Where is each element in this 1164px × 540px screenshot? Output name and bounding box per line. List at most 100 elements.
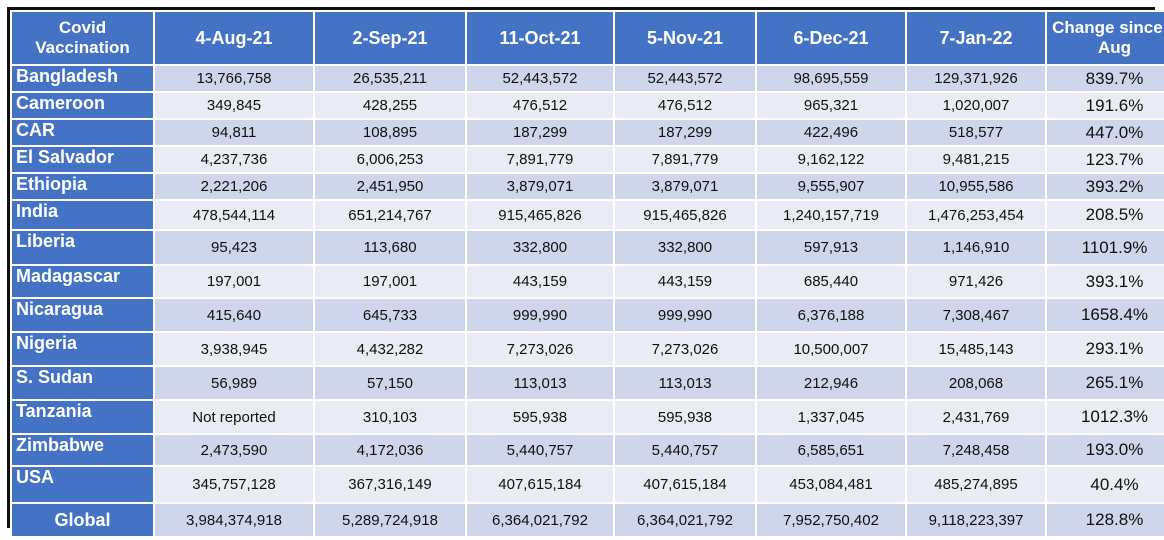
change-cell: 208.5% bbox=[1045, 199, 1164, 231]
value-cell: 4,237,736 bbox=[153, 145, 315, 174]
value-cell: 26,535,211 bbox=[313, 64, 467, 93]
value-cell: 113,013 bbox=[465, 365, 615, 401]
value-cell: 5,440,757 bbox=[613, 433, 757, 467]
column-header: 7-Jan-22 bbox=[905, 10, 1047, 66]
value-cell: 485,274,895 bbox=[905, 465, 1047, 504]
country-cell: Madagascar bbox=[10, 264, 155, 299]
value-cell: 6,585,651 bbox=[755, 433, 907, 467]
value-cell: 57,150 bbox=[313, 365, 467, 401]
value-cell: 113,680 bbox=[313, 229, 467, 266]
country-cell: Zimbabwe bbox=[10, 433, 155, 467]
value-cell: 965,321 bbox=[755, 91, 907, 120]
value-cell: 7,308,467 bbox=[905, 297, 1047, 333]
value-cell: 13,766,758 bbox=[153, 64, 315, 93]
change-cell: 447.0% bbox=[1045, 118, 1164, 147]
value-cell: 9,555,907 bbox=[755, 172, 907, 201]
value-cell: 651,214,767 bbox=[313, 199, 467, 231]
table-row: USA 345,757,128 367,316,149 407,615,184 … bbox=[10, 465, 1164, 504]
value-cell: 3,984,374,918 bbox=[153, 502, 315, 538]
value-cell: 2,473,590 bbox=[153, 433, 315, 467]
column-header: 5-Nov-21 bbox=[613, 10, 757, 66]
value-cell: 1,240,157,719 bbox=[755, 199, 907, 231]
value-cell: 415,640 bbox=[153, 297, 315, 333]
value-cell: 95,423 bbox=[153, 229, 315, 266]
value-cell: 685,440 bbox=[755, 264, 907, 299]
value-cell: 3,938,945 bbox=[153, 331, 315, 367]
value-cell: 407,615,184 bbox=[465, 465, 615, 504]
value-cell: 52,443,572 bbox=[465, 64, 615, 93]
value-cell: 595,938 bbox=[465, 399, 615, 435]
value-cell: 915,465,826 bbox=[465, 199, 615, 231]
value-cell: 407,615,184 bbox=[613, 465, 757, 504]
table-row: CAR 94,811 108,895 187,299 187,299 422,4… bbox=[10, 118, 1164, 147]
country-cell: India bbox=[10, 199, 155, 231]
change-header: Change since 4 Aug bbox=[1045, 10, 1164, 66]
value-cell: 208,068 bbox=[905, 365, 1047, 401]
country-cell: Tanzania bbox=[10, 399, 155, 435]
global-row: Global 3,984,374,918 5,289,724,918 6,364… bbox=[10, 502, 1164, 538]
value-cell: 476,512 bbox=[613, 91, 757, 120]
value-cell: 10,500,007 bbox=[755, 331, 907, 367]
value-cell: 113,013 bbox=[613, 365, 757, 401]
value-cell: 453,084,481 bbox=[755, 465, 907, 504]
vaccination-table: Covid Vaccination 4-Aug-21 2-Sep-21 11-O… bbox=[10, 10, 1164, 538]
value-cell: 476,512 bbox=[465, 91, 615, 120]
vaccination-table-frame: Covid Vaccination 4-Aug-21 2-Sep-21 11-O… bbox=[7, 7, 1164, 538]
value-cell: 212,946 bbox=[755, 365, 907, 401]
value-cell: 129,371,926 bbox=[905, 64, 1047, 93]
change-cell: 128.8% bbox=[1045, 502, 1164, 538]
value-cell: 187,299 bbox=[465, 118, 615, 147]
value-cell: 645,733 bbox=[313, 297, 467, 333]
value-cell: 332,800 bbox=[465, 229, 615, 266]
country-cell: USA bbox=[10, 465, 155, 504]
value-cell: 7,952,750,402 bbox=[755, 502, 907, 538]
corner-header: Covid Vaccination bbox=[10, 10, 155, 66]
value-cell: 7,891,779 bbox=[465, 145, 615, 174]
value-cell: 4,432,282 bbox=[313, 331, 467, 367]
column-header: 6-Dec-21 bbox=[755, 10, 907, 66]
value-cell: 1,337,045 bbox=[755, 399, 907, 435]
value-cell: 428,255 bbox=[313, 91, 467, 120]
value-cell: 2,451,950 bbox=[313, 172, 467, 201]
value-cell: 595,938 bbox=[613, 399, 757, 435]
change-cell: 1012.3% bbox=[1045, 399, 1164, 435]
value-cell: 443,159 bbox=[613, 264, 757, 299]
value-cell: 999,990 bbox=[613, 297, 757, 333]
value-cell: 7,248,458 bbox=[905, 433, 1047, 467]
value-cell: 3,879,071 bbox=[465, 172, 615, 201]
value-cell: 187,299 bbox=[613, 118, 757, 147]
change-cell: 123.7% bbox=[1045, 145, 1164, 174]
value-cell: 94,811 bbox=[153, 118, 315, 147]
value-cell: 2,221,206 bbox=[153, 172, 315, 201]
country-cell: CAR bbox=[10, 118, 155, 147]
value-cell: 597,913 bbox=[755, 229, 907, 266]
value-cell: 5,440,757 bbox=[465, 433, 615, 467]
value-cell: 7,273,026 bbox=[613, 331, 757, 367]
value-cell: 971,426 bbox=[905, 264, 1047, 299]
value-cell: 6,376,188 bbox=[755, 297, 907, 333]
value-cell: 518,577 bbox=[905, 118, 1047, 147]
value-cell: 197,001 bbox=[313, 264, 467, 299]
value-cell: Not reported bbox=[153, 399, 315, 435]
value-cell: 1,020,007 bbox=[905, 91, 1047, 120]
value-cell: 98,695,559 bbox=[755, 64, 907, 93]
value-cell: 1,146,910 bbox=[905, 229, 1047, 266]
value-cell: 999,990 bbox=[465, 297, 615, 333]
value-cell: 4,172,036 bbox=[313, 433, 467, 467]
change-cell: 293.1% bbox=[1045, 331, 1164, 367]
value-cell: 52,443,572 bbox=[613, 64, 757, 93]
value-cell: 10,955,586 bbox=[905, 172, 1047, 201]
change-cell: 193.0% bbox=[1045, 433, 1164, 467]
country-cell: Bangladesh bbox=[10, 64, 155, 93]
value-cell: 310,103 bbox=[313, 399, 467, 435]
value-cell: 478,544,114 bbox=[153, 199, 315, 231]
table-row: Bangladesh 13,766,758 26,535,211 52,443,… bbox=[10, 64, 1164, 93]
value-cell: 7,273,026 bbox=[465, 331, 615, 367]
value-cell: 6,364,021,792 bbox=[465, 502, 615, 538]
value-cell: 332,800 bbox=[613, 229, 757, 266]
value-cell: 9,162,122 bbox=[755, 145, 907, 174]
table-row: Madagascar 197,001 197,001 443,159 443,1… bbox=[10, 264, 1164, 299]
column-header: 2-Sep-21 bbox=[313, 10, 467, 66]
value-cell: 56,989 bbox=[153, 365, 315, 401]
change-cell: 265.1% bbox=[1045, 365, 1164, 401]
